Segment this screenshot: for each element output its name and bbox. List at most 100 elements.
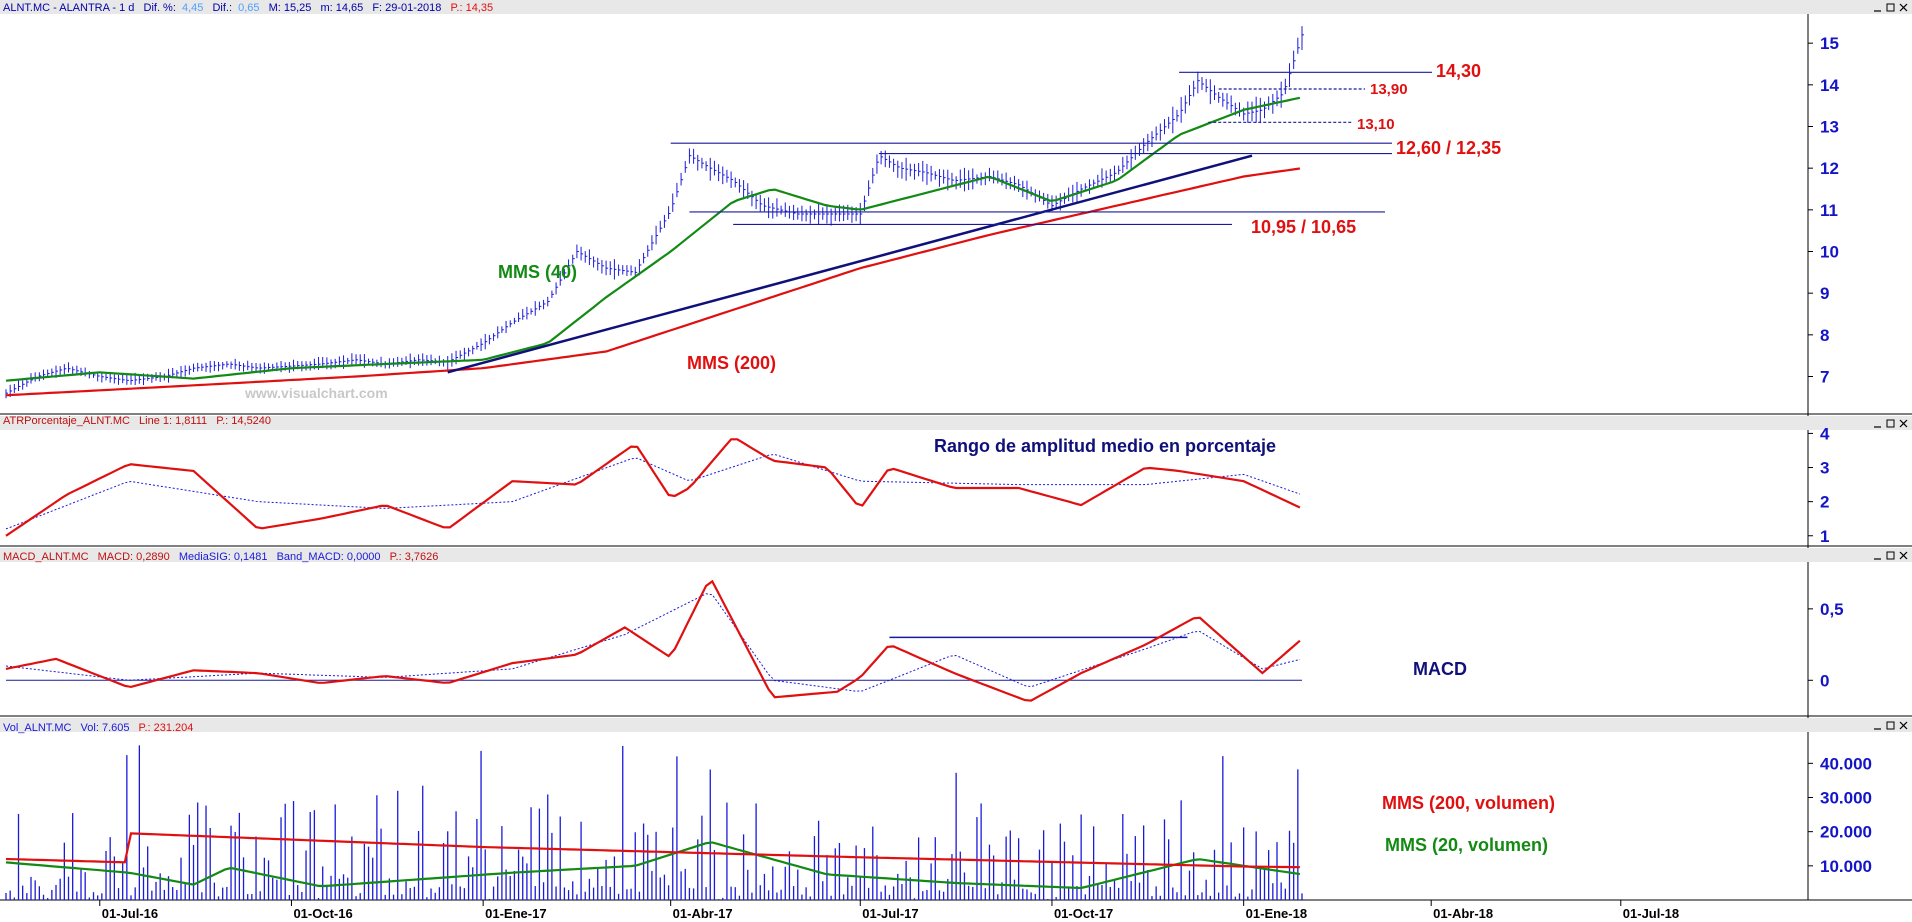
price-bar bbox=[243, 363, 246, 372]
y-tick-label: 3 bbox=[1820, 459, 1829, 478]
price-bar bbox=[1013, 175, 1017, 191]
price-bar bbox=[1222, 92, 1225, 107]
price-bar bbox=[1113, 165, 1117, 182]
trendline bbox=[447, 154, 1253, 374]
price-bar bbox=[309, 361, 313, 371]
symbol-label: ALNT.MC - ALANTRA - 1 d bbox=[3, 2, 134, 14]
price-bar bbox=[193, 363, 196, 372]
close-icon[interactable] bbox=[1899, 721, 1908, 730]
price-bar bbox=[655, 225, 659, 245]
y-tick-label: 2 bbox=[1820, 493, 1829, 512]
price-bar bbox=[1172, 106, 1175, 134]
price-bar bbox=[1255, 96, 1259, 123]
price-bar bbox=[1251, 101, 1254, 122]
price-bar bbox=[930, 165, 934, 182]
price-bar bbox=[1247, 101, 1250, 123]
price-bar bbox=[1226, 93, 1229, 110]
volume-bars bbox=[5, 745, 1303, 900]
price-bar bbox=[51, 368, 54, 377]
window-controls[interactable] bbox=[1874, 721, 1908, 730]
price-bar bbox=[601, 260, 604, 274]
price-bar bbox=[893, 158, 896, 172]
price-bar bbox=[1180, 96, 1184, 123]
price-bar bbox=[822, 207, 825, 220]
zone-12-60-label: 12,60 / 12,35 bbox=[1396, 138, 1501, 158]
x-tick-label: 01-Jul-18 bbox=[1623, 906, 1679, 921]
volume-p-value: P.: 231.204 bbox=[139, 722, 194, 734]
price-bar bbox=[743, 180, 746, 200]
price-bar bbox=[693, 148, 696, 164]
price-bar bbox=[513, 317, 517, 325]
macd-p-value: P.: 3,7626 bbox=[390, 551, 439, 563]
price-bar bbox=[234, 358, 238, 370]
maximize-icon[interactable] bbox=[1886, 551, 1895, 560]
price-bar bbox=[880, 150, 884, 165]
price-bar bbox=[538, 301, 542, 311]
price-bar bbox=[480, 338, 484, 352]
price-bar bbox=[293, 359, 296, 372]
price-bar bbox=[784, 202, 788, 217]
y-tick-label: 30.000 bbox=[1820, 789, 1872, 808]
price-bar bbox=[355, 354, 359, 366]
price-bar bbox=[659, 220, 663, 233]
x-tick-label: 01-Jul-16 bbox=[102, 906, 158, 921]
macd-sig-value: MediaSIG: 0,1481 bbox=[179, 551, 268, 563]
price-bar bbox=[18, 380, 21, 391]
price-bar bbox=[518, 312, 521, 323]
maximize-icon[interactable] bbox=[1886, 3, 1895, 12]
price-bar bbox=[572, 254, 575, 264]
price-bar bbox=[551, 290, 554, 299]
price-bar bbox=[1097, 174, 1100, 187]
y-tick-label: 9 bbox=[1820, 284, 1829, 303]
price-bar bbox=[397, 356, 400, 367]
price-bar bbox=[826, 204, 829, 224]
price-bar bbox=[255, 363, 259, 372]
macd-header: MACD_ALNT.MC MACD: 0,2890 MediaSIG: 0,14… bbox=[3, 551, 438, 563]
price-bar bbox=[509, 320, 513, 328]
level-13-10-label: 13,10 bbox=[1357, 116, 1395, 133]
maximize-icon[interactable] bbox=[1886, 419, 1895, 428]
price-bar bbox=[705, 161, 709, 172]
price-bar bbox=[522, 309, 525, 320]
price-bar bbox=[1230, 95, 1234, 113]
price-bar bbox=[634, 266, 638, 277]
window-controls[interactable] bbox=[1874, 3, 1908, 12]
close-icon[interactable] bbox=[1899, 3, 1908, 12]
price-bar bbox=[913, 163, 917, 180]
price-bar bbox=[543, 299, 546, 310]
price-bar bbox=[801, 205, 804, 222]
price-bar bbox=[680, 172, 684, 186]
atr-name: ATRPorcentaje_ALNT.MC bbox=[3, 415, 130, 427]
price-bar bbox=[330, 359, 334, 370]
price-bar bbox=[797, 207, 800, 220]
macd-value: MACD: 0,2890 bbox=[98, 551, 170, 563]
price-bar bbox=[59, 366, 63, 376]
price-bar bbox=[213, 361, 217, 372]
price-bar bbox=[347, 357, 350, 365]
price-bar bbox=[455, 350, 459, 365]
price-bar bbox=[1197, 71, 1200, 94]
x-tick-label: 01-Oct-17 bbox=[1054, 906, 1113, 921]
window-controls[interactable] bbox=[1874, 419, 1908, 428]
price-bar bbox=[5, 389, 8, 399]
price-bar bbox=[1218, 91, 1221, 103]
price-bar bbox=[1047, 193, 1050, 209]
y-tick-label: 10.000 bbox=[1820, 857, 1872, 876]
macd-signal-line bbox=[5, 593, 1301, 692]
panel-header-bar bbox=[0, 416, 1912, 430]
price-bar bbox=[1238, 102, 1242, 117]
price-header-bar bbox=[0, 0, 1912, 14]
price-bar bbox=[138, 375, 142, 384]
price-bar bbox=[1259, 97, 1263, 124]
maximize-icon[interactable] bbox=[1886, 721, 1895, 730]
close-icon[interactable] bbox=[1899, 551, 1908, 560]
window-controls[interactable] bbox=[1874, 551, 1908, 560]
close-icon[interactable] bbox=[1899, 419, 1908, 428]
price-bar bbox=[968, 170, 971, 191]
price-bar bbox=[380, 356, 384, 368]
price-bar bbox=[726, 169, 729, 183]
price-bar bbox=[563, 269, 567, 280]
macd-line bbox=[5, 579, 1301, 702]
price-bar bbox=[859, 202, 863, 225]
price-bar bbox=[618, 264, 621, 276]
